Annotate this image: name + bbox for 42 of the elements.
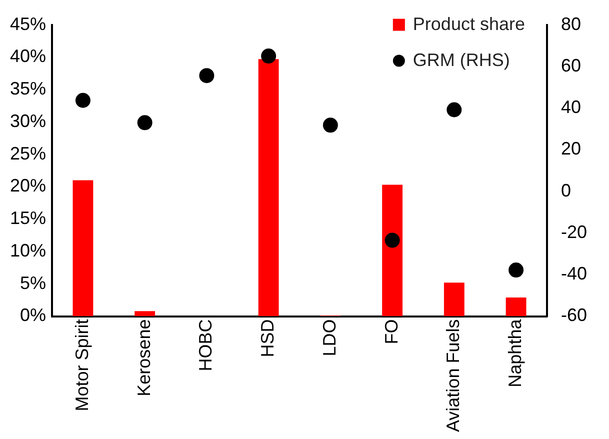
y-tick-label: 25% xyxy=(10,143,46,164)
y2-tick-label: 80 xyxy=(560,14,582,34)
point xyxy=(199,68,214,84)
y2-tick-label: 60 xyxy=(560,55,582,76)
x-tick-label: HSD xyxy=(258,319,278,358)
x-tick-label: FO xyxy=(381,319,402,344)
y-tick-label: 20% xyxy=(10,176,46,196)
x-tick-label: Motor Spirit xyxy=(72,319,92,412)
y-tick-label: 0% xyxy=(20,305,46,326)
point xyxy=(75,92,90,108)
bar xyxy=(72,180,94,316)
bar xyxy=(444,282,464,316)
y2-tick-label: 40 xyxy=(560,97,582,118)
y2-tick-label: -20 xyxy=(560,222,587,242)
y-tick-label: 15% xyxy=(10,208,46,228)
y-tick-label: 40% xyxy=(10,46,46,66)
bar xyxy=(382,184,403,316)
y-tick-label: 35% xyxy=(10,78,46,99)
y-tick-label: 5% xyxy=(20,272,46,293)
y2-tick-label: 20 xyxy=(560,138,582,159)
bar xyxy=(134,311,156,316)
x-tick-label: Kerosene xyxy=(134,319,154,396)
point xyxy=(446,102,462,118)
y-tick-label: 30% xyxy=(10,110,46,131)
point xyxy=(261,48,276,64)
point xyxy=(508,262,524,278)
bar xyxy=(258,59,279,316)
x-tick-label: Aviation Fuels xyxy=(443,319,464,432)
point xyxy=(137,115,152,130)
y2-tick-label: -40 xyxy=(560,264,587,284)
x-tick-label: HOBC xyxy=(196,319,216,372)
y2-tick-label: 0 xyxy=(560,180,571,200)
x-tick-label: LDO xyxy=(319,319,340,356)
y-tick-label: 45% xyxy=(10,14,46,34)
legend-label: Product share xyxy=(412,14,525,34)
x-tick-label: Naphtha xyxy=(505,318,526,388)
bar xyxy=(506,297,526,316)
y-tick-label: 10% xyxy=(10,240,46,260)
point xyxy=(322,118,338,133)
y2-tick-label: -60 xyxy=(560,305,587,326)
legend-label: GRM (RHS) xyxy=(412,50,510,70)
point xyxy=(384,232,400,248)
